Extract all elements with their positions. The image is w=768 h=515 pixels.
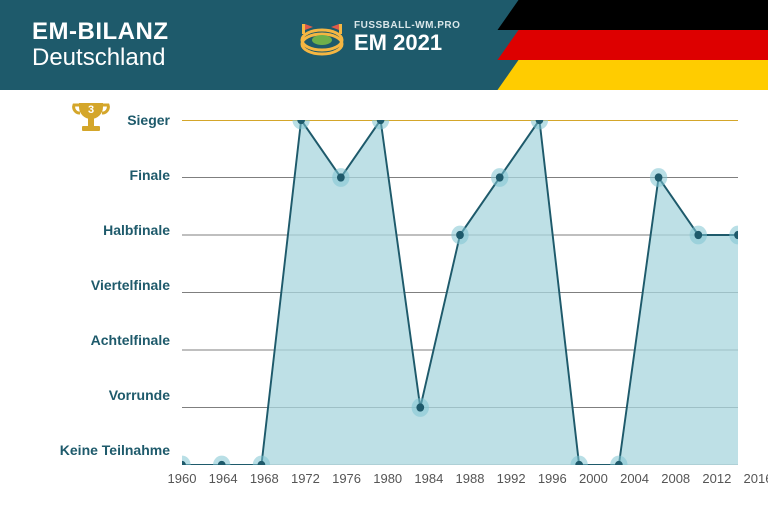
y-label: Halbfinale [103, 222, 170, 238]
plot [182, 120, 738, 465]
chart-inner: SiegerFinaleHalbfinaleViertelfinaleAchte… [20, 120, 748, 505]
x-label: 1968 [250, 471, 279, 486]
x-label: 1960 [168, 471, 197, 486]
y-label: Achtelfinale [91, 332, 170, 348]
x-label: 1988 [456, 471, 485, 486]
trophy-count: 3 [88, 104, 94, 116]
title-strong: EM-BILANZ [32, 18, 168, 46]
logo-big-text: EM 2021 [354, 31, 460, 55]
x-axis-labels: 1960196419681972197619801984198819921996… [182, 471, 738, 495]
x-label: 2004 [620, 471, 649, 486]
title-block: EM-BILANZ Deutschland [32, 18, 168, 72]
germany-flag-icon [508, 0, 768, 90]
x-label: 1964 [209, 471, 238, 486]
y-label: Finale [130, 167, 170, 183]
x-label: 1992 [497, 471, 526, 486]
y-label: Viertelfinale [91, 277, 170, 293]
y-label: Keine Teilnahme [60, 442, 170, 458]
logo-block: FUSSBALL-WM.PRO EM 2021 [300, 18, 460, 58]
x-label: 1976 [332, 471, 361, 486]
stadium-icon [300, 18, 344, 58]
y-label: Vorrunde [109, 387, 170, 403]
y-label: Sieger [127, 112, 170, 128]
x-label: 2008 [661, 471, 690, 486]
trophy-icon: 3 [68, 97, 114, 143]
logo-text: FUSSBALL-WM.PRO EM 2021 [354, 20, 460, 55]
x-label: 1984 [414, 471, 443, 486]
chart-area: Sieger Finale Halbfinale Viertelfinale Achte… [0, 90, 768, 515]
x-label: 1972 [291, 471, 320, 486]
x-label: 1980 [373, 471, 402, 486]
x-label: 2012 [702, 471, 731, 486]
x-label: 1996 [538, 471, 567, 486]
x-label: 2016 [744, 471, 768, 486]
title-sub: Deutschland [32, 44, 168, 72]
header: EM-BILANZ Deutschland FUSSBALL-WM.PRO EM… [0, 0, 768, 90]
chart-svg [182, 120, 738, 465]
x-label: 2000 [579, 471, 608, 486]
infographic-card: EM-BILANZ Deutschland FUSSBALL-WM.PRO EM… [0, 0, 768, 515]
